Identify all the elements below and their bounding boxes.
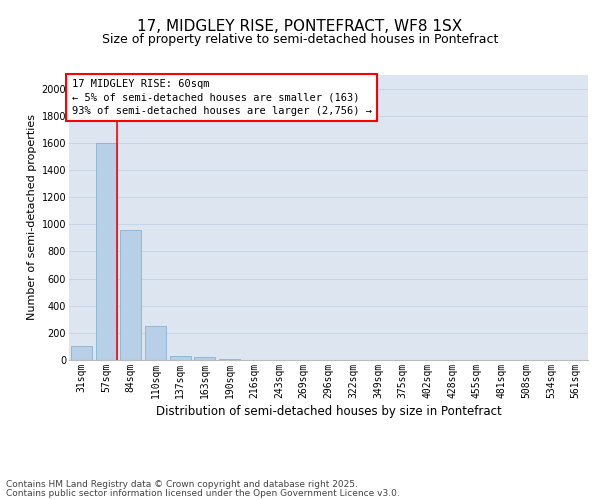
Bar	[170, 356, 191, 360]
Text: Size of property relative to semi-detached houses in Pontefract: Size of property relative to semi-detach…	[102, 33, 498, 46]
Bar	[120, 230, 141, 360]
X-axis label: Distribution of semi-detached houses by size in Pontefract: Distribution of semi-detached houses by …	[155, 405, 502, 418]
Bar	[95, 143, 116, 360]
Y-axis label: Number of semi-detached properties: Number of semi-detached properties	[28, 114, 37, 320]
Text: 17 MIDGLEY RISE: 60sqm
← 5% of semi-detached houses are smaller (163)
93% of sem: 17 MIDGLEY RISE: 60sqm ← 5% of semi-deta…	[71, 80, 371, 116]
Bar	[71, 346, 92, 360]
Text: Contains HM Land Registry data © Crown copyright and database right 2025.: Contains HM Land Registry data © Crown c…	[6, 480, 358, 489]
Text: 17, MIDGLEY RISE, PONTEFRACT, WF8 1SX: 17, MIDGLEY RISE, PONTEFRACT, WF8 1SX	[137, 19, 463, 34]
Bar	[194, 358, 215, 360]
Text: Contains public sector information licensed under the Open Government Licence v3: Contains public sector information licen…	[6, 488, 400, 498]
Bar	[145, 326, 166, 360]
